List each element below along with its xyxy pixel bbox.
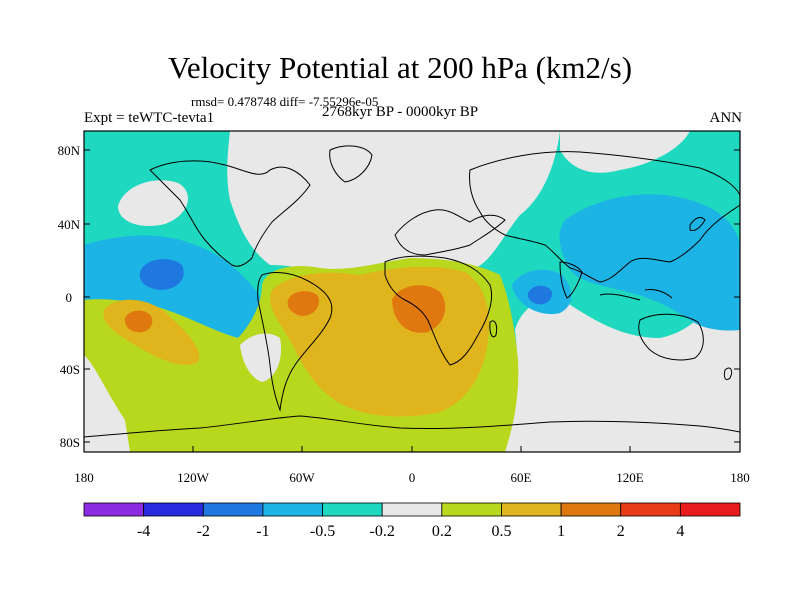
colorbar-swatch (202, 502, 264, 517)
stats-text: rmsd= 0.478748 diff= -7.55296e-05 (191, 94, 379, 109)
coast-europe (394, 209, 506, 256)
colorbar-swatch (322, 502, 383, 517)
coast-south-america (257, 272, 333, 412)
colorbar (83, 502, 741, 517)
map-field (84, 131, 740, 452)
lon-label-0: 0 (409, 470, 416, 485)
lat-label-0: 0 (66, 290, 73, 305)
colorbar-swatch (560, 502, 622, 517)
colorbar-label: -0.2 (370, 523, 395, 540)
colorbar-swatch (441, 502, 502, 517)
lon-label-60e: 60E (511, 470, 532, 485)
colorbar-swatch (262, 502, 323, 517)
strong-positive-center-pacific (124, 310, 153, 333)
strong-negative-center-pacific (139, 259, 184, 290)
coast-africa (384, 255, 493, 366)
strong-positive-center-south-america (287, 291, 320, 316)
coastlines (84, 145, 740, 438)
lon-label-180e: 180 (730, 470, 750, 485)
lat-label-40s: 40S (60, 362, 80, 377)
coast-india (559, 261, 583, 299)
colorbar-swatch (83, 502, 145, 517)
coast-north-america (149, 160, 311, 267)
negative-region-indopacific (559, 194, 740, 331)
coast-madagascar (489, 320, 498, 338)
colorbar-swatch (143, 502, 204, 517)
colorbar-swatch (620, 502, 681, 517)
coast-indonesia (599, 289, 673, 301)
colorbar-swatch (381, 502, 443, 517)
coast-antarctica (84, 415, 740, 438)
lon-label-60w: 60W (289, 470, 315, 485)
lat-label-80n: 80N (58, 143, 81, 158)
coast-greenland (329, 145, 373, 183)
colorbar-label: 2 (617, 523, 625, 540)
neutral-region-se-pacific (84, 355, 130, 452)
coast-new-zealand (723, 367, 733, 381)
colorbar-label: -1 (256, 523, 269, 540)
colorbar-swatch (679, 502, 741, 517)
colorbar-label: 0.2 (432, 523, 452, 540)
chart-title: Velocity Potential at 200 hPa (km2/s) (167, 50, 633, 85)
strong-negative-center-indian (527, 285, 553, 305)
lat-label-80s: 80S (60, 435, 80, 450)
coast-asia (469, 151, 740, 283)
coast-australia (638, 313, 704, 361)
lon-label-120w: 120W (177, 470, 210, 485)
colorbar-label: 0.5 (491, 523, 511, 540)
season-label: ANN (709, 110, 743, 126)
period-label: 2768kyr BP - 0000kyr BP (322, 104, 479, 120)
neutral-region-pacific-north (118, 180, 188, 226)
coast-japan (689, 217, 706, 231)
lon-label-120e: 120E (616, 470, 644, 485)
colorbar-labels: -4 -2 -1 -0.5 -0.2 0.2 0.5 1 2 4 (137, 523, 684, 540)
colorbar-label: -2 (197, 523, 210, 540)
colorbar-label: 4 (676, 523, 684, 540)
colorbar-label: 1 (557, 523, 565, 540)
colorbar-label: -4 (137, 523, 150, 540)
experiment-label: Expt = teWTC-tevta1 (84, 110, 215, 126)
lon-label-180w: 180 (74, 470, 94, 485)
colorbar-swatch (501, 502, 562, 517)
axis-ticks (83, 149, 741, 452)
colorbar-label: -0.5 (310, 523, 335, 540)
neutral-region-arctic (560, 131, 690, 173)
lat-label-40n: 40N (58, 217, 81, 232)
